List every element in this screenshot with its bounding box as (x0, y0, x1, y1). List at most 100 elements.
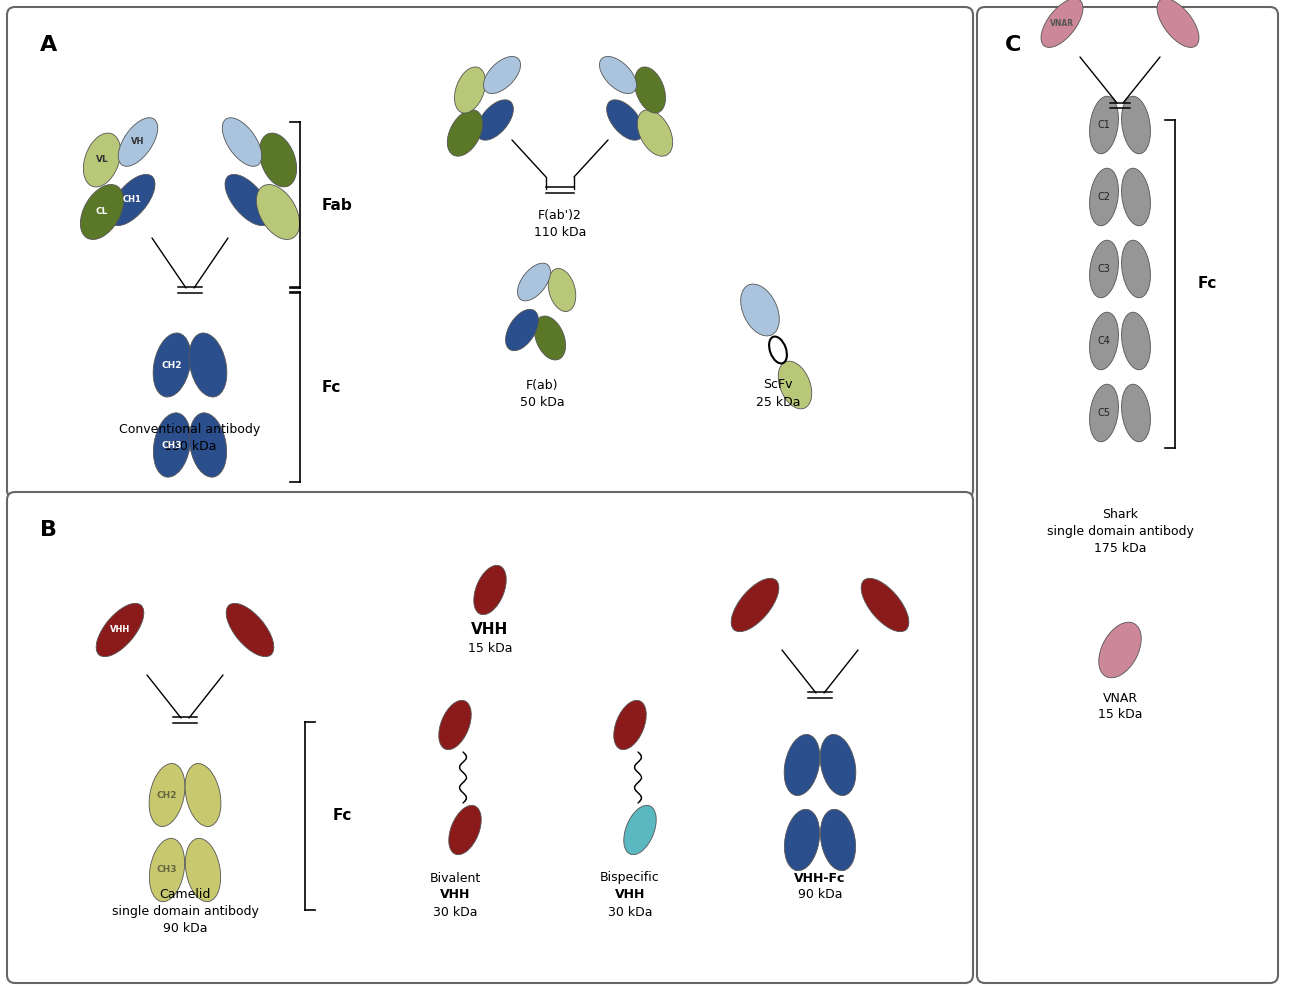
Ellipse shape (784, 810, 819, 870)
Ellipse shape (606, 100, 644, 141)
FancyBboxPatch shape (6, 492, 973, 983)
Ellipse shape (222, 118, 262, 166)
Ellipse shape (1090, 312, 1118, 370)
Text: 110 kDa: 110 kDa (534, 226, 586, 239)
Ellipse shape (1121, 241, 1151, 298)
Ellipse shape (226, 603, 273, 656)
Ellipse shape (784, 735, 820, 796)
Text: VHH-Fc: VHH-Fc (795, 871, 846, 884)
Text: 30 kDa: 30 kDa (608, 906, 653, 919)
Text: CH3: CH3 (161, 441, 182, 449)
Ellipse shape (448, 110, 482, 156)
Text: C2: C2 (1098, 192, 1111, 202)
Ellipse shape (769, 337, 787, 363)
Ellipse shape (534, 316, 565, 360)
Text: F(ab')2: F(ab')2 (538, 209, 582, 222)
Ellipse shape (108, 174, 155, 226)
Ellipse shape (1157, 0, 1198, 48)
Ellipse shape (1090, 96, 1118, 153)
Ellipse shape (84, 133, 121, 187)
Ellipse shape (154, 333, 191, 397)
Text: CH1: CH1 (123, 195, 142, 205)
Ellipse shape (150, 839, 184, 902)
Text: VHH: VHH (471, 623, 508, 638)
Text: VHH: VHH (110, 626, 130, 635)
Ellipse shape (740, 284, 779, 336)
Text: single domain antibody: single domain antibody (1046, 526, 1193, 539)
Text: VH: VH (132, 138, 144, 147)
Text: VNAR: VNAR (1050, 19, 1075, 28)
Ellipse shape (150, 763, 184, 827)
Text: ScFv: ScFv (764, 378, 793, 391)
Text: VHH: VHH (440, 888, 470, 902)
Text: VNAR: VNAR (1103, 691, 1138, 705)
Text: Camelid: Camelid (159, 888, 210, 902)
Text: Fc: Fc (1198, 276, 1218, 291)
Ellipse shape (506, 309, 538, 350)
Text: Bivalent: Bivalent (430, 871, 481, 884)
Text: VHH: VHH (615, 888, 645, 902)
Ellipse shape (97, 603, 144, 656)
Text: 15 kDa: 15 kDa (468, 642, 512, 654)
Text: A: A (40, 35, 57, 55)
Ellipse shape (190, 413, 227, 477)
Text: Fc: Fc (333, 809, 352, 824)
Ellipse shape (257, 184, 299, 240)
Ellipse shape (637, 110, 672, 156)
Ellipse shape (449, 805, 481, 854)
Ellipse shape (1121, 168, 1151, 226)
Text: C3: C3 (1098, 264, 1111, 274)
Text: Fab: Fab (322, 197, 352, 213)
Ellipse shape (80, 184, 124, 240)
Ellipse shape (600, 56, 636, 93)
Text: Bispecific: Bispecific (600, 871, 660, 884)
Text: CL: CL (95, 208, 108, 217)
Ellipse shape (548, 268, 575, 312)
Text: C: C (1005, 35, 1022, 55)
Ellipse shape (1041, 0, 1084, 48)
Ellipse shape (1090, 384, 1118, 442)
Ellipse shape (190, 333, 227, 397)
Ellipse shape (1121, 384, 1151, 442)
Text: 175 kDa: 175 kDa (1094, 543, 1147, 555)
Text: CH2: CH2 (157, 790, 177, 800)
Text: C5: C5 (1098, 408, 1111, 418)
Ellipse shape (439, 700, 471, 749)
Ellipse shape (820, 735, 855, 796)
Text: CH2: CH2 (161, 360, 182, 369)
Ellipse shape (731, 578, 779, 632)
Ellipse shape (259, 133, 297, 187)
Ellipse shape (1121, 312, 1151, 370)
Text: 90 kDa: 90 kDa (797, 888, 842, 902)
Ellipse shape (184, 763, 221, 827)
Text: C4: C4 (1098, 336, 1111, 346)
Ellipse shape (862, 578, 909, 632)
Ellipse shape (635, 67, 666, 113)
Ellipse shape (119, 118, 157, 166)
Text: F(ab): F(ab) (526, 378, 559, 391)
FancyBboxPatch shape (977, 7, 1278, 983)
Text: Fc: Fc (322, 379, 342, 394)
Ellipse shape (484, 56, 520, 93)
Text: 90 kDa: 90 kDa (163, 923, 208, 936)
Text: Shark: Shark (1102, 509, 1138, 522)
Text: 25 kDa: 25 kDa (756, 395, 800, 409)
Ellipse shape (154, 413, 191, 477)
Text: single domain antibody: single domain antibody (111, 906, 258, 919)
Text: C1: C1 (1098, 120, 1111, 130)
Ellipse shape (1090, 241, 1118, 298)
Text: CH3: CH3 (157, 865, 177, 874)
Text: VL: VL (95, 155, 108, 164)
Ellipse shape (820, 810, 855, 870)
Ellipse shape (1121, 96, 1151, 153)
Ellipse shape (1099, 622, 1142, 678)
Ellipse shape (473, 565, 506, 615)
Text: B: B (40, 520, 57, 540)
Text: 15 kDa: 15 kDa (1098, 709, 1142, 722)
Ellipse shape (778, 361, 811, 409)
Ellipse shape (1090, 168, 1118, 226)
Ellipse shape (476, 100, 513, 141)
Text: 150 kDa: 150 kDa (164, 441, 217, 453)
FancyBboxPatch shape (6, 7, 973, 498)
Text: Conventional antibody: Conventional antibody (120, 424, 261, 437)
